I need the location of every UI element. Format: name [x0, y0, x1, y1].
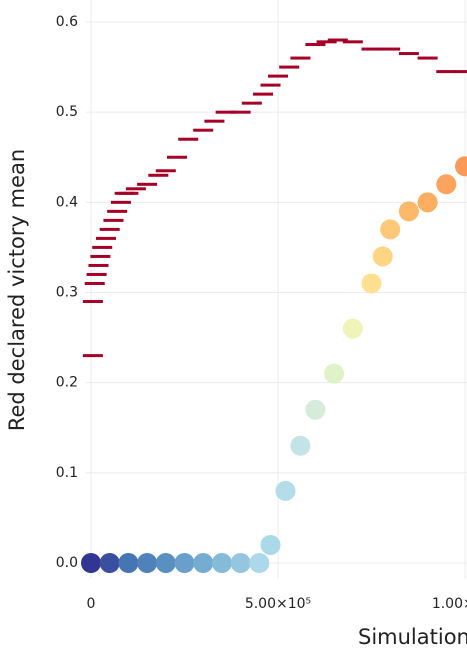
point [193, 128, 214, 132]
point [178, 137, 199, 141]
point [241, 101, 262, 105]
point [305, 43, 326, 47]
point [90, 254, 111, 258]
point [82, 300, 103, 304]
x-tick-label: 1.00×10⁶ [432, 596, 467, 612]
point [275, 480, 296, 501]
point [137, 553, 158, 573]
point [380, 219, 401, 240]
y-tick-label: 0.4 [56, 194, 78, 210]
x-tick-label: 5.00×10⁵ [245, 596, 311, 612]
point [372, 246, 393, 267]
y-tick-label: 0.1 [56, 465, 78, 481]
point [84, 281, 105, 285]
point [380, 47, 401, 51]
y-tick-label: 0.2 [56, 375, 78, 391]
x-axis-title: Simulation steps [358, 625, 467, 649]
point [455, 156, 467, 177]
point [174, 553, 195, 573]
point [107, 209, 128, 213]
point [81, 553, 101, 573]
point [211, 553, 232, 573]
point [279, 65, 300, 69]
point [99, 227, 120, 231]
point [92, 245, 113, 249]
point [125, 187, 146, 191]
point [193, 553, 214, 573]
point [268, 74, 288, 78]
point [324, 363, 345, 384]
point [260, 534, 281, 555]
point [398, 52, 419, 56]
point [260, 83, 281, 87]
point [417, 56, 438, 60]
y-tick-label: 0.3 [56, 285, 78, 301]
point [327, 38, 348, 42]
point [361, 47, 382, 51]
point [155, 169, 176, 173]
point [148, 173, 169, 177]
point [436, 70, 457, 74]
point [342, 40, 363, 44]
point [99, 553, 120, 573]
point [398, 201, 419, 222]
point [204, 119, 225, 123]
y-tick-label: 0.6 [56, 14, 78, 30]
point [253, 92, 274, 96]
point [110, 200, 131, 204]
point [118, 553, 139, 573]
point [342, 318, 363, 339]
point [230, 110, 251, 114]
point [95, 236, 116, 240]
point [215, 110, 236, 114]
point [118, 191, 139, 195]
point [455, 70, 467, 74]
y-tick-label: 0.0 [56, 555, 78, 571]
point [82, 354, 103, 358]
point [316, 40, 337, 44]
point [137, 182, 158, 186]
y-axis-title: Red declared victory mean [5, 149, 29, 431]
point [290, 435, 311, 456]
point [86, 272, 107, 276]
point [167, 155, 188, 159]
point [436, 174, 457, 195]
point [155, 553, 176, 573]
point [230, 553, 251, 573]
point [305, 399, 326, 420]
point [417, 192, 438, 213]
point [249, 553, 270, 573]
x-tick-label: 0 [87, 596, 96, 612]
point [290, 56, 311, 60]
point [88, 263, 109, 267]
point [103, 218, 124, 222]
point [361, 273, 382, 294]
y-tick-label: 0.5 [56, 104, 78, 120]
